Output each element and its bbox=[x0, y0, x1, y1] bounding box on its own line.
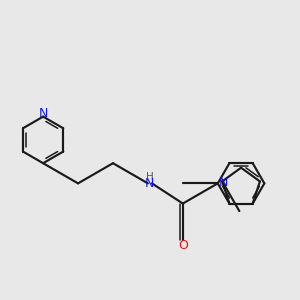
Text: H: H bbox=[146, 172, 153, 182]
Text: O: O bbox=[178, 239, 188, 252]
Text: N: N bbox=[145, 177, 154, 190]
Text: N: N bbox=[38, 107, 48, 120]
Text: N: N bbox=[218, 176, 228, 189]
